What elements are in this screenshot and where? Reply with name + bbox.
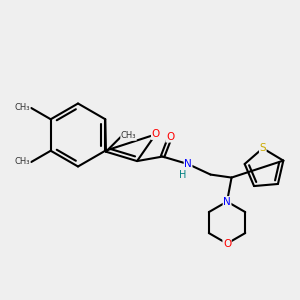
Text: CH₃: CH₃ bbox=[14, 103, 30, 112]
Text: N: N bbox=[184, 159, 192, 169]
Text: O: O bbox=[152, 129, 160, 140]
Text: H: H bbox=[179, 169, 186, 180]
Text: S: S bbox=[260, 143, 266, 153]
Text: CH₃: CH₃ bbox=[121, 131, 136, 140]
Text: CH₃: CH₃ bbox=[14, 158, 30, 166]
Text: O: O bbox=[223, 238, 231, 249]
Text: N: N bbox=[223, 196, 231, 207]
Text: O: O bbox=[166, 132, 174, 142]
